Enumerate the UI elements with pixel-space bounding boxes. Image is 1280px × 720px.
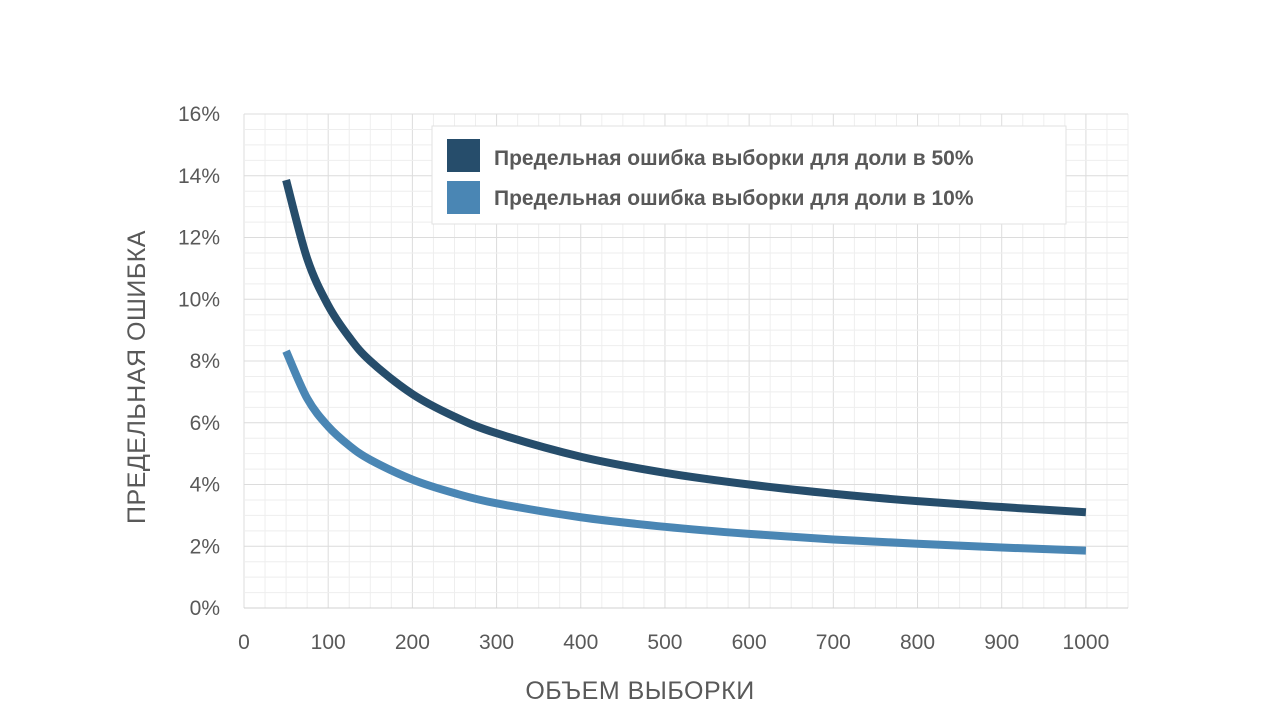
series-line-50 [282,179,1087,517]
y-tick-label: 4% [190,474,220,497]
series-line-10 [282,349,1087,555]
legend-label-10: Предельная ошибка выборки для доли в 10% [494,187,974,210]
y-tick-label: 12% [178,227,220,250]
x-tick-label: 100 [311,631,346,654]
legend-label-50: Предельная ошибка выборки для доли в 50% [494,147,974,170]
legend-swatch-10 [447,181,480,214]
series-lines [282,179,1087,555]
y-tick-labels: 0% 2% 4% 6% 8% 10% 12% 14% 16% [178,103,220,620]
y-tick-label: 10% [178,288,220,311]
x-tick-labels: 0 100 200 300 400 500 600 700 800 900 1000 [238,631,1109,654]
x-tick-label: 700 [816,631,851,654]
x-tick-label: 200 [395,631,430,654]
x-axis-title: ОБЪЕМ ВЫБОРКИ [525,677,754,705]
x-tick-label: 400 [563,631,598,654]
legend-box [431,125,1067,225]
y-tick-label: 0% [190,597,220,620]
x-tick-label: 0 [238,631,250,654]
y-tick-label: 2% [190,535,220,558]
y-tick-label: 6% [190,412,220,435]
legend: Предельная ошибка выборки для доли в 50%… [431,125,1067,225]
y-tick-label: 16% [178,103,220,126]
x-tick-label: 900 [984,631,1019,654]
x-tick-label: 300 [479,631,514,654]
x-tick-label: 600 [732,631,767,654]
legend-swatch-50 [447,139,480,172]
y-axis-title: ПРЕДЕЛЬНАЯ ОШИБКА [123,230,151,524]
x-tick-label: 500 [647,631,682,654]
y-tick-label: 8% [190,350,220,373]
x-tick-label: 1000 [1063,631,1110,654]
x-tick-label: 800 [900,631,935,654]
y-tick-label: 14% [178,165,220,188]
